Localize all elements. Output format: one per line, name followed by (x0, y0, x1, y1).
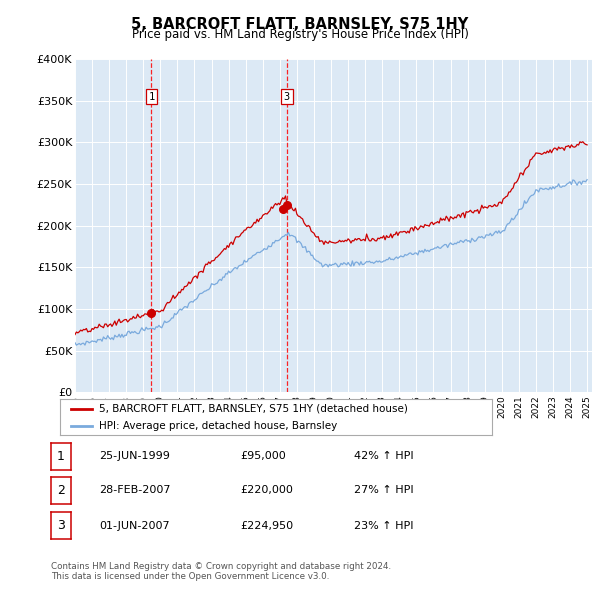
Text: This data is licensed under the Open Government Licence v3.0.: This data is licensed under the Open Gov… (51, 572, 329, 581)
Text: 1: 1 (148, 91, 155, 101)
Text: 1: 1 (57, 450, 65, 463)
Text: Contains HM Land Registry data © Crown copyright and database right 2024.: Contains HM Land Registry data © Crown c… (51, 562, 391, 571)
Text: 28-FEB-2007: 28-FEB-2007 (99, 486, 170, 495)
Text: 27% ↑ HPI: 27% ↑ HPI (354, 486, 413, 495)
Text: 01-JUN-2007: 01-JUN-2007 (99, 521, 170, 530)
Text: 3: 3 (284, 91, 290, 101)
Text: £95,000: £95,000 (240, 451, 286, 461)
Text: Price paid vs. HM Land Registry's House Price Index (HPI): Price paid vs. HM Land Registry's House … (131, 28, 469, 41)
Text: £224,950: £224,950 (240, 521, 293, 530)
Text: 3: 3 (57, 519, 65, 532)
Text: 42% ↑ HPI: 42% ↑ HPI (354, 451, 413, 461)
Text: 2: 2 (57, 484, 65, 497)
Text: 5, BARCROFT FLATT, BARNSLEY, S75 1HY: 5, BARCROFT FLATT, BARNSLEY, S75 1HY (131, 17, 469, 31)
Text: 23% ↑ HPI: 23% ↑ HPI (354, 521, 413, 530)
Text: 5, BARCROFT FLATT, BARNSLEY, S75 1HY (detached house): 5, BARCROFT FLATT, BARNSLEY, S75 1HY (de… (99, 404, 408, 414)
Text: HPI: Average price, detached house, Barnsley: HPI: Average price, detached house, Barn… (99, 421, 337, 431)
Text: 25-JUN-1999: 25-JUN-1999 (99, 451, 170, 461)
Text: £220,000: £220,000 (240, 486, 293, 495)
